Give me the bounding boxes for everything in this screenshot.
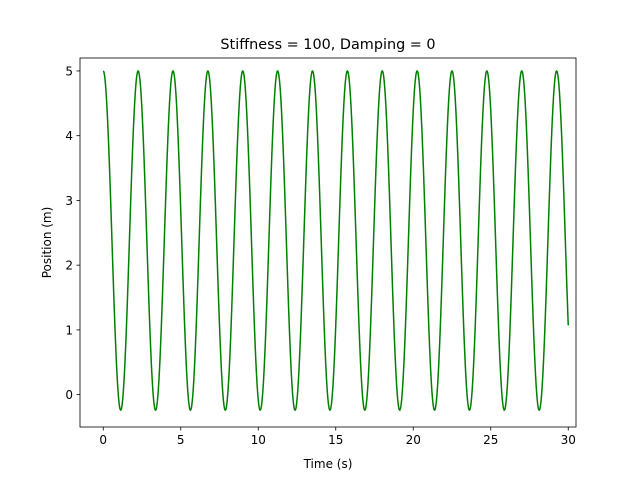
y-tick-label: 4 <box>65 129 73 143</box>
series-line <box>102 70 569 411</box>
y-tick-label: 5 <box>65 64 73 78</box>
x-tick-label: 20 <box>406 433 421 447</box>
x-tick-label: 0 <box>99 433 107 447</box>
chart-title: Stiffness = 100, Damping = 0 <box>220 37 435 53</box>
y-tick-label: 3 <box>65 194 73 208</box>
y-axis-ticks: 0 1 2 3 4 5 <box>65 64 80 402</box>
x-tick-label: 15 <box>328 433 343 447</box>
y-axis-label: Position (m) <box>40 207 54 279</box>
x-axis-label: Time (s) <box>303 457 353 471</box>
x-axis-ticks: 0 5 10 15 20 25 30 <box>99 427 576 447</box>
x-tick-label: 30 <box>561 433 576 447</box>
x-tick-label: 5 <box>177 433 185 447</box>
plot-frame <box>79 57 577 428</box>
y-tick-label: 1 <box>65 323 73 337</box>
y-tick-label: 2 <box>65 259 73 273</box>
x-tick-label: 25 <box>483 433 498 447</box>
x-tick-label: 10 <box>251 433 266 447</box>
y-tick-label: 0 <box>65 388 73 402</box>
